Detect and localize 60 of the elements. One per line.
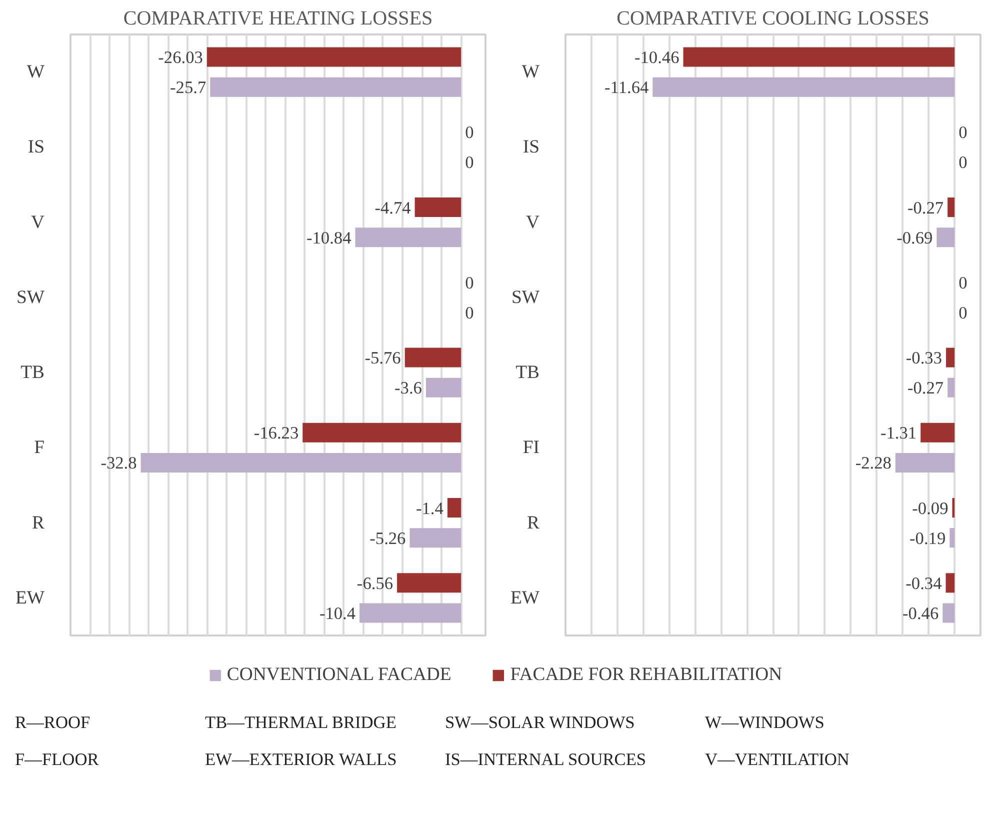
chart-title: COMPARATIVE HEATING LOSSES [123, 8, 433, 30]
y-tick-label: EW [510, 587, 540, 608]
y-tick-label: SW [512, 286, 540, 308]
data-label: 0 [958, 123, 968, 142]
data-label: -0.09 [912, 498, 948, 518]
text: TB—THERMAL BRIDGE [205, 712, 398, 734]
y-tick-label: V [526, 212, 540, 233]
y-tick-label: IS [522, 136, 540, 158]
data-label: -2.28 [855, 454, 892, 473]
data-label: -0.69 [896, 228, 933, 248]
data-label: 0 [958, 273, 968, 292]
data-label: -0.34 [906, 574, 942, 593]
text: W—WINDOWS [705, 712, 826, 734]
text: F—FLOOR [15, 748, 100, 771]
chart-title: COMPARATIVE COOLING LOSSES [616, 8, 930, 30]
data-label: -0.46 [902, 604, 939, 623]
data-label: -25.7 [170, 78, 206, 98]
y-tick-label: R [527, 512, 540, 534]
y-tick-label: R [32, 512, 46, 534]
text: R—ROOF [15, 712, 92, 734]
text: EW—EXTERIOR WALLS [205, 748, 398, 771]
y-tick-label: W [26, 62, 45, 83]
data-label: 0 [465, 153, 474, 172]
data-label: -10.84 [306, 228, 352, 248]
data-label: -0.27 [907, 378, 944, 398]
y-tick-label: TB [516, 362, 540, 384]
data-label: 0 [465, 303, 474, 322]
data-label: 0 [958, 303, 968, 322]
legend-label: CONVENTIONAL FACADE [226, 664, 452, 686]
data-label: -5.26 [370, 528, 406, 548]
text: V—VENTILATION [705, 748, 850, 771]
data-label: -0.33 [906, 348, 942, 368]
data-label: -3.6 [394, 378, 422, 398]
data-label: -32.8 [100, 454, 137, 473]
data-label: -11.64 [604, 78, 649, 98]
legend-label: FACADE FOR REHABILITATION [510, 664, 782, 686]
text: IS—INTERNAL SOURCES [445, 748, 648, 771]
data-label: -10.46 [634, 48, 680, 68]
data-label: -6.56 [356, 574, 394, 593]
data-label: -0.19 [910, 528, 946, 548]
data-label: -10.4 [319, 604, 356, 623]
data-label: -1.31 [880, 424, 917, 443]
y-tick-label: TB [20, 362, 45, 384]
data-label: 0 [465, 273, 474, 292]
y-tick-label: W [522, 62, 540, 83]
text: SW—SOLAR WINDOWS [445, 712, 636, 734]
y-tick-label: V [31, 212, 46, 233]
data-label: -0.27 [907, 198, 944, 218]
data-label: 0 [465, 123, 474, 142]
y-tick-label: F [34, 437, 45, 458]
data-label: -4.74 [374, 198, 412, 218]
data-label: -16.23 [254, 424, 299, 443]
data-label: -26.03 [158, 48, 203, 68]
y-tick-label: FI [522, 437, 540, 458]
y-tick-label: EW [15, 587, 45, 608]
data-label: 0 [958, 153, 968, 172]
data-label: -1.4 [416, 498, 444, 518]
data-label: -5.76 [364, 348, 402, 368]
y-tick-label: IS [28, 136, 45, 158]
y-tick-label: SW [16, 286, 45, 308]
